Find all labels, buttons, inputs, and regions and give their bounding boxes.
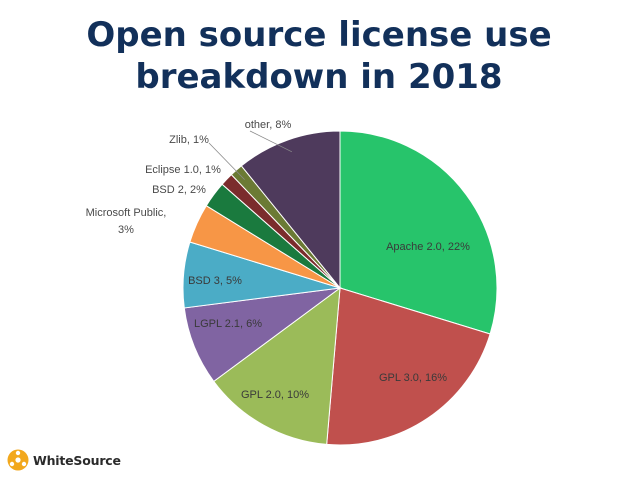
slice-label-microsoft-public-line-2: 3% — [118, 224, 134, 236]
pie-slice-gpl-3-0 — [326, 287, 491, 446]
slice-label-zlib: Zlib, 1% — [169, 134, 209, 146]
slice-label-gpl-3-0: GPL 3.0, 16% — [379, 372, 447, 384]
slice-label-bsd-2: BSD 2, 2% — [152, 184, 206, 196]
slice-label-other: other, 8% — [245, 119, 292, 131]
pie-labels: Apache 2.0, 22% GPL 3.0, 16% GPL 2.0, 10% L… — [86, 119, 470, 401]
slice-label-bsd-3: BSD 3, 5% — [188, 275, 242, 287]
leader-line-other — [249, 130, 293, 153]
leader-lines — [208, 130, 293, 180]
slice-label-lgpl-2-1: LGPL 2.1, 6% — [194, 318, 262, 330]
slice-label-gpl-2-0: GPL 2.0, 10% — [241, 389, 309, 401]
pie-slice-apache-2-0 — [339, 130, 498, 335]
whitesource-logo-icon — [7, 449, 29, 471]
title-line-1: Open source license use — [86, 15, 552, 55]
title-line-2: breakdown in 2018 — [135, 57, 503, 97]
leader-line-zlib — [208, 142, 245, 180]
whitesource-logo: WhiteSource — [6, 448, 121, 472]
slice-label-apache-2-0: Apache 2.0, 22% — [386, 241, 470, 253]
pie-slice-gpl-2-0 — [213, 286, 341, 445]
pie-slices — [182, 130, 498, 446]
slice-label-microsoft-public: Microsoft Public, — [86, 207, 167, 219]
slice-label-eclipse-1-0: Eclipse 1.0, 1% — [145, 164, 221, 176]
chart-title: Open source license use breakdown in 201… — [0, 14, 638, 98]
logo-text: WhiteSource — [33, 452, 121, 468]
pie-slice-other — [240, 130, 341, 290]
